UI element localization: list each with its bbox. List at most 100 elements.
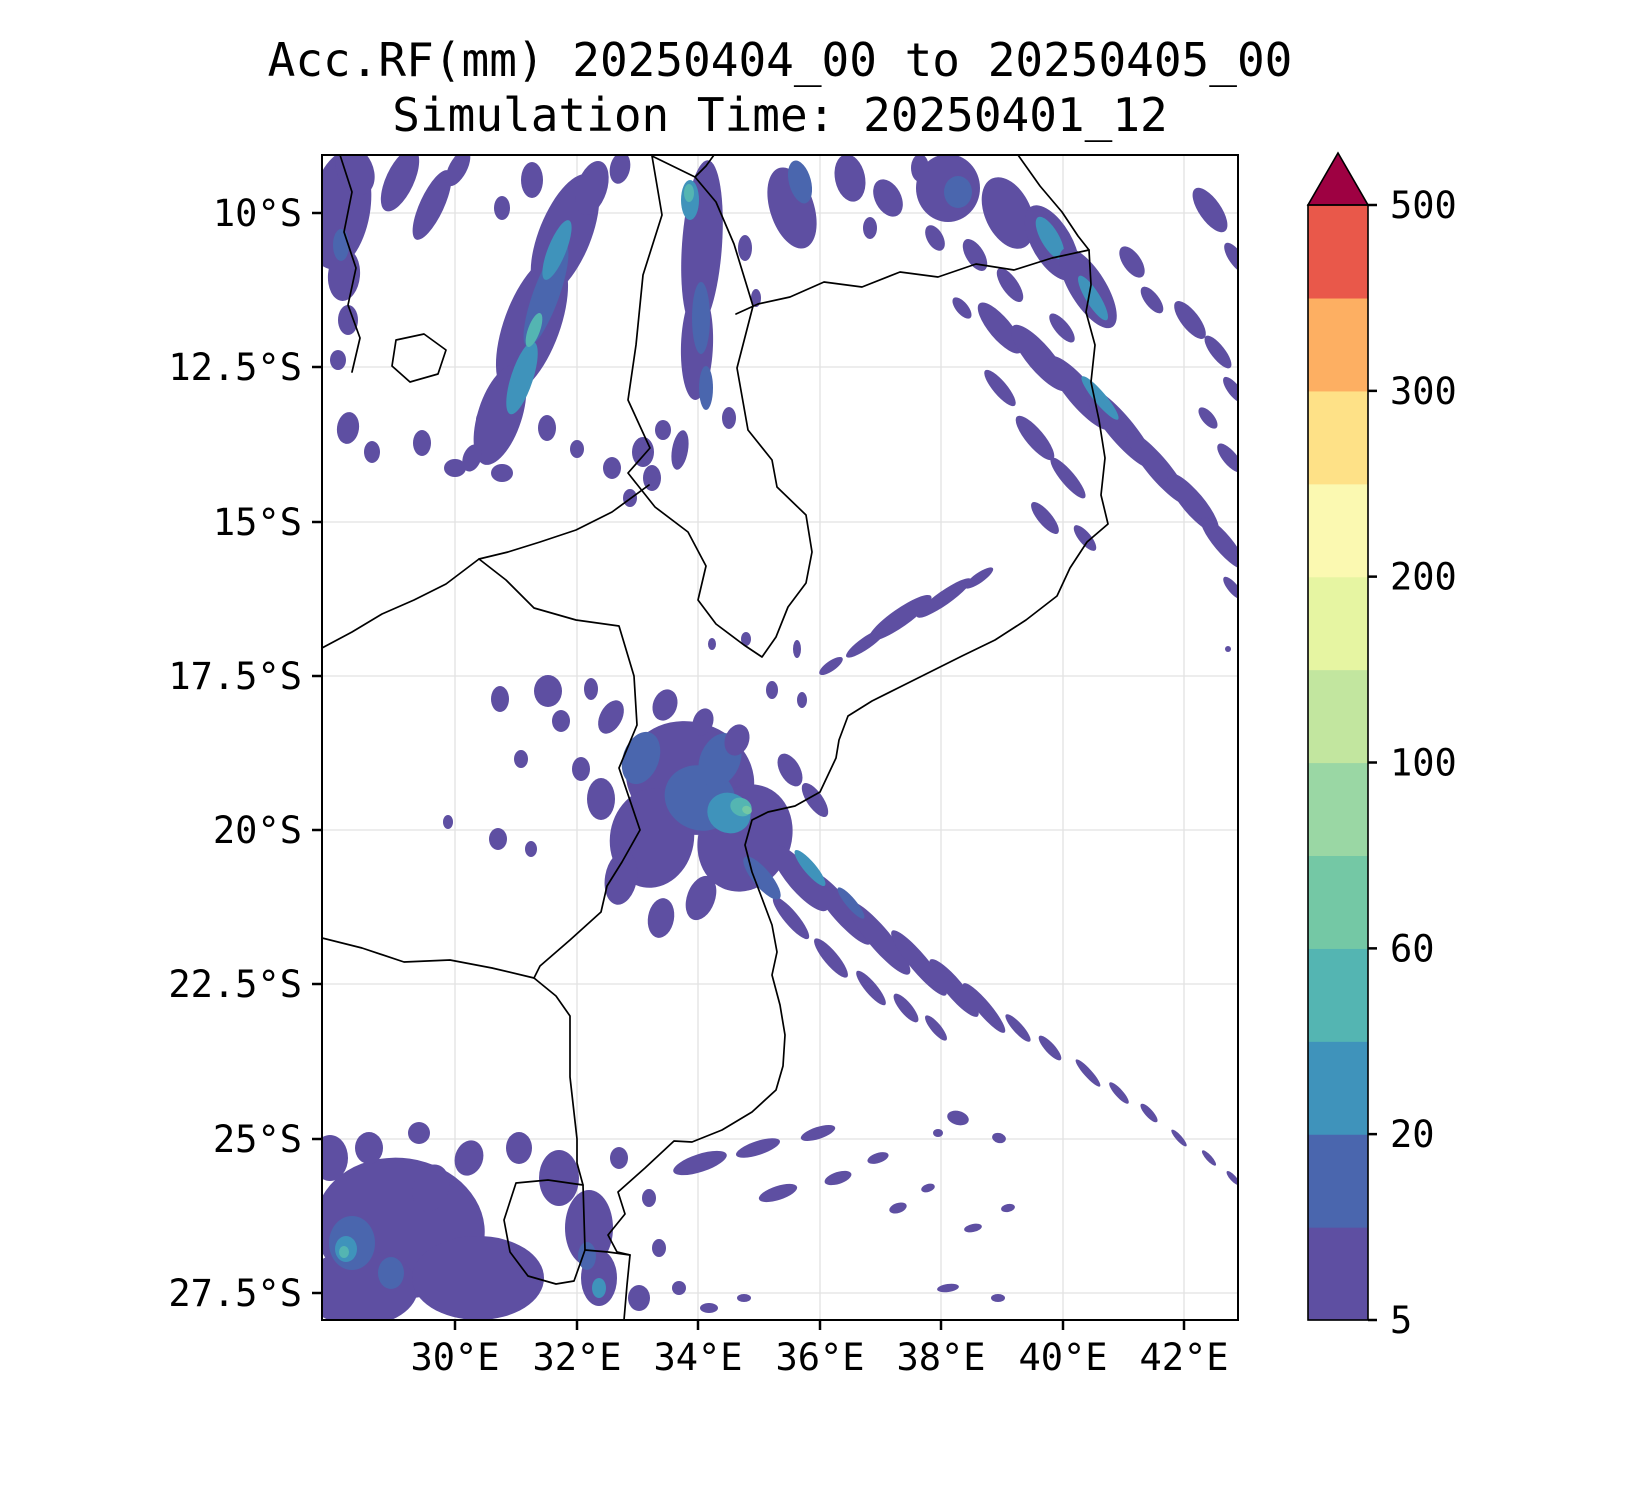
precip-cell (610, 1147, 628, 1169)
precip-cell (824, 1170, 852, 1186)
precip-cell (867, 1152, 889, 1164)
precip-cell (672, 1281, 686, 1295)
precip-cell (628, 1285, 650, 1311)
x-tick-label: 42°E (1139, 1336, 1228, 1379)
y-tick-label: 20°S (213, 809, 302, 852)
precip-cell (925, 1015, 947, 1041)
precip-cell (671, 430, 689, 470)
colorbar-segment (1308, 1134, 1368, 1228)
precip-cell (655, 420, 671, 440)
precip-cell (873, 179, 903, 217)
precip-cell (552, 710, 570, 732)
precip-cell (777, 753, 803, 787)
precip-cell (751, 289, 761, 307)
precip-cell (1049, 313, 1075, 343)
precip-cell (642, 1189, 656, 1207)
precip-cell (1073, 525, 1097, 551)
precip-cell (534, 675, 562, 707)
precip-cell (916, 578, 972, 618)
precip-cell (736, 1138, 780, 1158)
y-tick-label: 12.5°S (168, 346, 302, 389)
precip-cell (335, 155, 375, 195)
precip-cell (338, 305, 358, 335)
y-tick-label: 17.5°S (168, 655, 302, 698)
precip-cell (684, 184, 694, 202)
precip-cell (521, 162, 543, 198)
precip-cell (737, 1294, 751, 1302)
precip-cell (355, 1132, 383, 1164)
y-tick-label: 22.5°S (168, 963, 302, 1006)
precip-cell (856, 970, 886, 1006)
southafrica-mozambique-border (533, 977, 584, 1186)
lake-outline (391, 333, 447, 383)
precip-cell (1035, 216, 1065, 260)
precip-cell (847, 901, 911, 975)
precip-cell (977, 302, 1023, 354)
precip-cell (652, 689, 678, 721)
y-tick-label: 27.5°S (168, 1272, 302, 1315)
precip-cell (722, 407, 736, 429)
precipitation-field (322, 155, 1238, 1320)
precip-cell (412, 1236, 544, 1320)
precip-cell (1224, 242, 1238, 274)
y-tick-label: 25°S (213, 1118, 302, 1161)
precip-cell (1174, 301, 1206, 339)
precip-cell (632, 437, 654, 467)
y-tick-label: 15°S (213, 501, 302, 544)
tanzania-mozambique-border (735, 249, 1090, 315)
precip-cell (808, 871, 872, 945)
colorbar-segment (1308, 205, 1368, 299)
precip-cell (1015, 415, 1055, 461)
precip-cell (575, 160, 609, 216)
precip-cell (1140, 1103, 1158, 1123)
precip-cell (578, 1242, 596, 1270)
colorbar-segment (1308, 762, 1368, 857)
colorbar-tick-label: 200 (1390, 556, 1457, 599)
precip-cell (1001, 1203, 1015, 1213)
precip-cell (1109, 1082, 1129, 1104)
colorbar-segment (1308, 576, 1368, 671)
precip-cell (364, 441, 380, 463)
precip-cell (1171, 1129, 1187, 1147)
precip-cell (584, 678, 598, 700)
colorbar-segment (1308, 297, 1368, 392)
coastline (607, 155, 1109, 1320)
precip-cell (380, 155, 420, 212)
colorbar-segment (1308, 1041, 1368, 1135)
precip-cell (609, 155, 631, 184)
malawi-border (627, 155, 813, 658)
precip-cell (794, 849, 826, 887)
colorbar-segment (1308, 1227, 1368, 1321)
precip-cell (700, 1303, 718, 1313)
gridlines (322, 155, 1238, 1320)
colorbar-segment (1308, 855, 1368, 949)
colorbar-segment (1308, 390, 1368, 485)
x-tick-label: 32°E (532, 1336, 621, 1379)
precip-cell (525, 841, 537, 857)
precip-cell (542, 220, 572, 280)
precip-cell (708, 638, 716, 650)
precip-cell (408, 1122, 430, 1144)
precip-cell (992, 1132, 1006, 1144)
precip-cell (1225, 646, 1231, 652)
chart-subtitle: Simulation Time: 20250401_12 (392, 88, 1167, 142)
precip-cell (981, 177, 1035, 249)
precip-cell (964, 1223, 982, 1233)
precip-cell (837, 887, 865, 919)
precip-cell (991, 1294, 1005, 1302)
tanzania-malawi-border (694, 155, 715, 178)
precip-cell (800, 1125, 836, 1141)
colorbar-segment (1308, 483, 1368, 578)
eswatini-border (503, 1179, 586, 1285)
precip-cell (570, 440, 584, 458)
precip-cell (491, 686, 509, 712)
precip-cell (742, 805, 752, 815)
precip-cell (506, 341, 538, 415)
precip-cell (330, 350, 346, 370)
precip-cell (444, 459, 466, 477)
precip-cell (336, 412, 360, 444)
colorbar-tick-label: 5 (1390, 1299, 1412, 1342)
precip-cell (339, 1246, 349, 1258)
